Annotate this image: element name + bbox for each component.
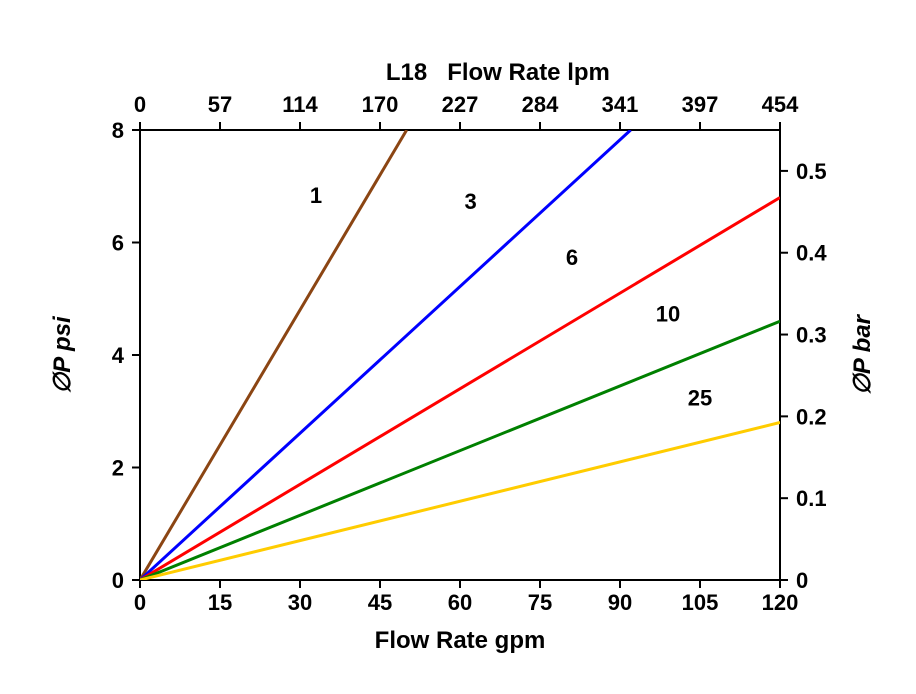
- bottom-tick-label: 120: [762, 590, 799, 615]
- right-tick-label: 0.5: [796, 159, 827, 184]
- right-tick-label: 0.2: [796, 404, 827, 429]
- top-axis-label: Flow Rate lpm: [447, 59, 610, 86]
- right-axis-label: ∅P bar: [849, 313, 876, 395]
- left-tick-label: 8: [112, 118, 124, 143]
- bottom-tick-label: 15: [208, 590, 232, 615]
- bottom-tick-label: 30: [288, 590, 312, 615]
- series-3-label: 3: [465, 189, 477, 214]
- left-tick-label: 4: [112, 343, 125, 368]
- bottom-tick-label: 90: [608, 590, 632, 615]
- right-tick-label: 0: [796, 568, 808, 593]
- series-6-label: 6: [566, 245, 578, 270]
- top-tick-label: 0: [134, 92, 146, 117]
- top-tick-label: 284: [522, 92, 559, 117]
- bottom-tick-label: 75: [528, 590, 552, 615]
- chart-container: 0153045607590105120Flow Rate gpm05711417…: [0, 0, 916, 694]
- bottom-tick-label: 105: [682, 590, 719, 615]
- chart-title: L18: [386, 59, 427, 86]
- pressure-flow-chart: 0153045607590105120Flow Rate gpm05711417…: [0, 0, 916, 694]
- bottom-tick-label: 45: [368, 590, 392, 615]
- series-1-label: 1: [310, 183, 322, 208]
- series-10-label: 10: [656, 301, 680, 326]
- left-tick-label: 0: [112, 568, 124, 593]
- left-tick-label: 2: [112, 456, 124, 481]
- left-axis-label: ∅P psi: [49, 315, 76, 394]
- bottom-axis-label: Flow Rate gpm: [375, 627, 546, 654]
- right-tick-label: 0.3: [796, 323, 827, 348]
- top-tick-label: 57: [208, 92, 232, 117]
- bottom-tick-label: 60: [448, 590, 472, 615]
- right-tick-label: 0.4: [796, 241, 827, 266]
- right-tick-label: 0.1: [796, 486, 827, 511]
- top-tick-label: 170: [362, 92, 399, 117]
- left-tick-label: 6: [112, 231, 124, 256]
- series-25-label: 25: [688, 386, 712, 411]
- top-tick-label: 114: [282, 92, 318, 117]
- bottom-tick-label: 0: [134, 590, 146, 615]
- top-tick-label: 341: [602, 92, 639, 117]
- top-tick-label: 397: [682, 92, 719, 117]
- top-tick-label: 454: [762, 92, 799, 117]
- top-tick-label: 227: [442, 92, 479, 117]
